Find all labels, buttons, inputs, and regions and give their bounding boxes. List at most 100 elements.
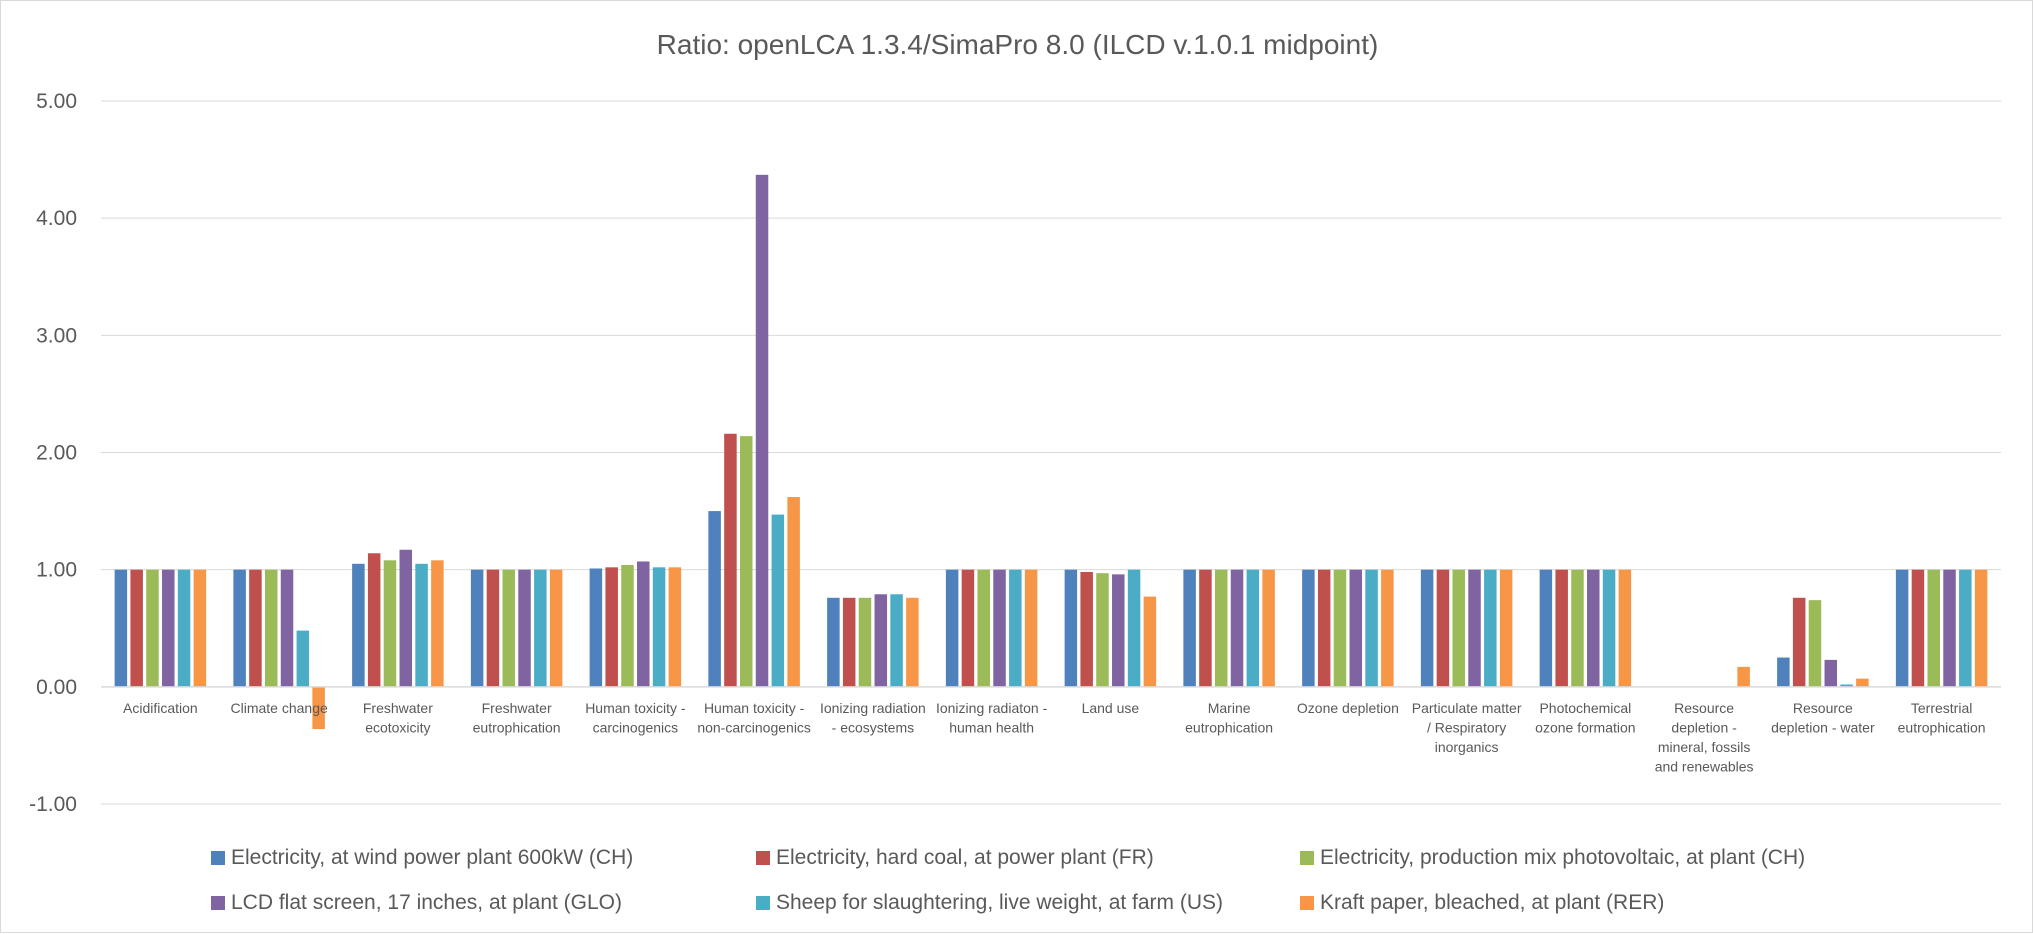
bar — [1024, 569, 1038, 687]
bar — [1127, 569, 1141, 687]
legend-item: Sheep for slaughtering, live weight, at … — [756, 891, 1223, 915]
bar — [858, 597, 872, 687]
y-tick-label: 1.00 — [36, 559, 77, 582]
bar — [534, 569, 547, 687]
x-tick-label-line: eutrophication — [1898, 720, 1986, 736]
bar — [1262, 569, 1275, 687]
bar — [1009, 569, 1022, 687]
x-tick-label-line: eutrophication — [473, 720, 561, 736]
x-tick-label-line: Resource — [1674, 700, 1734, 716]
x-tick-label-line: ecotoxicity — [365, 720, 430, 736]
bar — [1737, 666, 1750, 687]
x-tick-label: Acidification — [123, 700, 198, 716]
legend-label: Electricity, production mix photovoltaic… — [1320, 846, 1806, 869]
bar — [1199, 569, 1212, 687]
x-tick-label: Photochemical ozone formation — [1535, 700, 1635, 736]
x-tick-label-line: Ionizing radiaton - — [936, 700, 1048, 716]
bar — [1112, 574, 1125, 687]
legend-swatch — [1300, 851, 1314, 865]
bar — [486, 569, 500, 687]
bar — [1895, 569, 1909, 687]
x-tick-label: Climate change — [230, 700, 327, 716]
bar — [874, 594, 888, 687]
bar — [1777, 657, 1790, 687]
x-tick-label-line: Climate change — [230, 700, 327, 716]
bar — [1618, 569, 1632, 687]
bar — [1587, 569, 1600, 687]
x-tick-label-line: Freshwater — [482, 700, 552, 716]
y-tick-label: 5.00 — [36, 90, 77, 113]
bar — [605, 567, 618, 687]
x-tick-label-line: Ionizing radiation — [820, 700, 926, 716]
bar — [708, 511, 721, 687]
x-tick-label: Resource depletion - water — [1771, 700, 1875, 736]
legend-label: Electricity, at wind power plant 600kW (… — [231, 846, 634, 869]
bar — [652, 567, 666, 687]
bar — [415, 563, 428, 687]
x-tick-label: Terrestrial eutrophication — [1898, 700, 1986, 736]
x-tick-label-line: inorganics — [1435, 739, 1499, 755]
x-tick-label-line: carcinogenics — [593, 720, 679, 736]
x-tick-label: Resource depletion - mineral, fossils and r… — [1655, 700, 1754, 775]
x-tick-label-line: / Respiratory — [1427, 720, 1506, 736]
legend-swatch — [1300, 896, 1314, 910]
bar — [264, 569, 278, 687]
bar — [637, 561, 650, 687]
x-tick-label: Freshwater ecotoxicity — [363, 700, 433, 736]
bar — [383, 560, 397, 687]
bar — [977, 569, 990, 687]
bar — [724, 433, 737, 687]
bar — [1365, 569, 1378, 687]
bar — [1452, 569, 1465, 687]
legend-swatch — [211, 896, 225, 910]
x-tick-label: Human toxicity - non-carcinogenics — [697, 700, 811, 736]
legend-label: LCD flat screen, 17 inches, at plant (GL… — [231, 891, 623, 914]
legend-label: Electricity, hard coal, at power plant (… — [776, 846, 1154, 869]
x-tick-label-line: Ozone depletion — [1297, 700, 1399, 716]
bar — [162, 569, 175, 687]
bar — [1959, 569, 1972, 687]
bar — [146, 569, 159, 687]
x-tick-label-line: - ecosystems — [832, 720, 914, 736]
legend-swatch — [756, 851, 770, 865]
bar — [1602, 569, 1616, 687]
bar — [249, 569, 262, 687]
bar — [177, 569, 191, 687]
bar — [1214, 569, 1228, 687]
legend-item: Electricity, hard coal, at power plant (… — [756, 846, 1154, 870]
bar — [1571, 569, 1584, 687]
bar — [1539, 569, 1553, 687]
legend-swatch — [211, 851, 225, 865]
bar — [130, 569, 143, 687]
legend-label: Sheep for slaughtering, live weight, at … — [776, 891, 1224, 914]
legend-item: Electricity, production mix photovoltaic… — [1300, 846, 1805, 870]
y-tick-label: 3.00 — [36, 324, 77, 347]
y-tick-label: 4.00 — [36, 207, 77, 230]
x-tick-label: Ionizing radiation - ecosystems — [820, 700, 926, 736]
x-tick-label: Human toxicity - carcinogenics — [585, 700, 686, 736]
bar — [1381, 569, 1394, 687]
bar — [1064, 569, 1078, 687]
legend: Electricity, at wind power plant 600kW (… — [1, 836, 2033, 926]
bar — [1856, 678, 1869, 687]
x-tick-label-line: Marine — [1208, 700, 1251, 716]
bar — [367, 553, 381, 687]
bar — [1080, 572, 1093, 687]
bar — [668, 567, 682, 687]
x-tick-label-line: depletion - water — [1771, 720, 1875, 736]
bar — [470, 569, 484, 687]
bar — [1555, 569, 1568, 687]
x-tick-label: Marine eutrophication — [1185, 700, 1273, 736]
bar — [771, 514, 785, 687]
bar — [518, 569, 531, 687]
bar — [1468, 569, 1481, 687]
y-tick-label: 2.00 — [36, 442, 77, 465]
bar — [1183, 569, 1196, 687]
bar — [1824, 659, 1838, 687]
bar — [1436, 569, 1450, 687]
bar — [1792, 597, 1806, 687]
bar — [827, 597, 840, 687]
x-tick-label-line: Terrestrial — [1911, 700, 1972, 716]
bar — [993, 569, 1006, 687]
